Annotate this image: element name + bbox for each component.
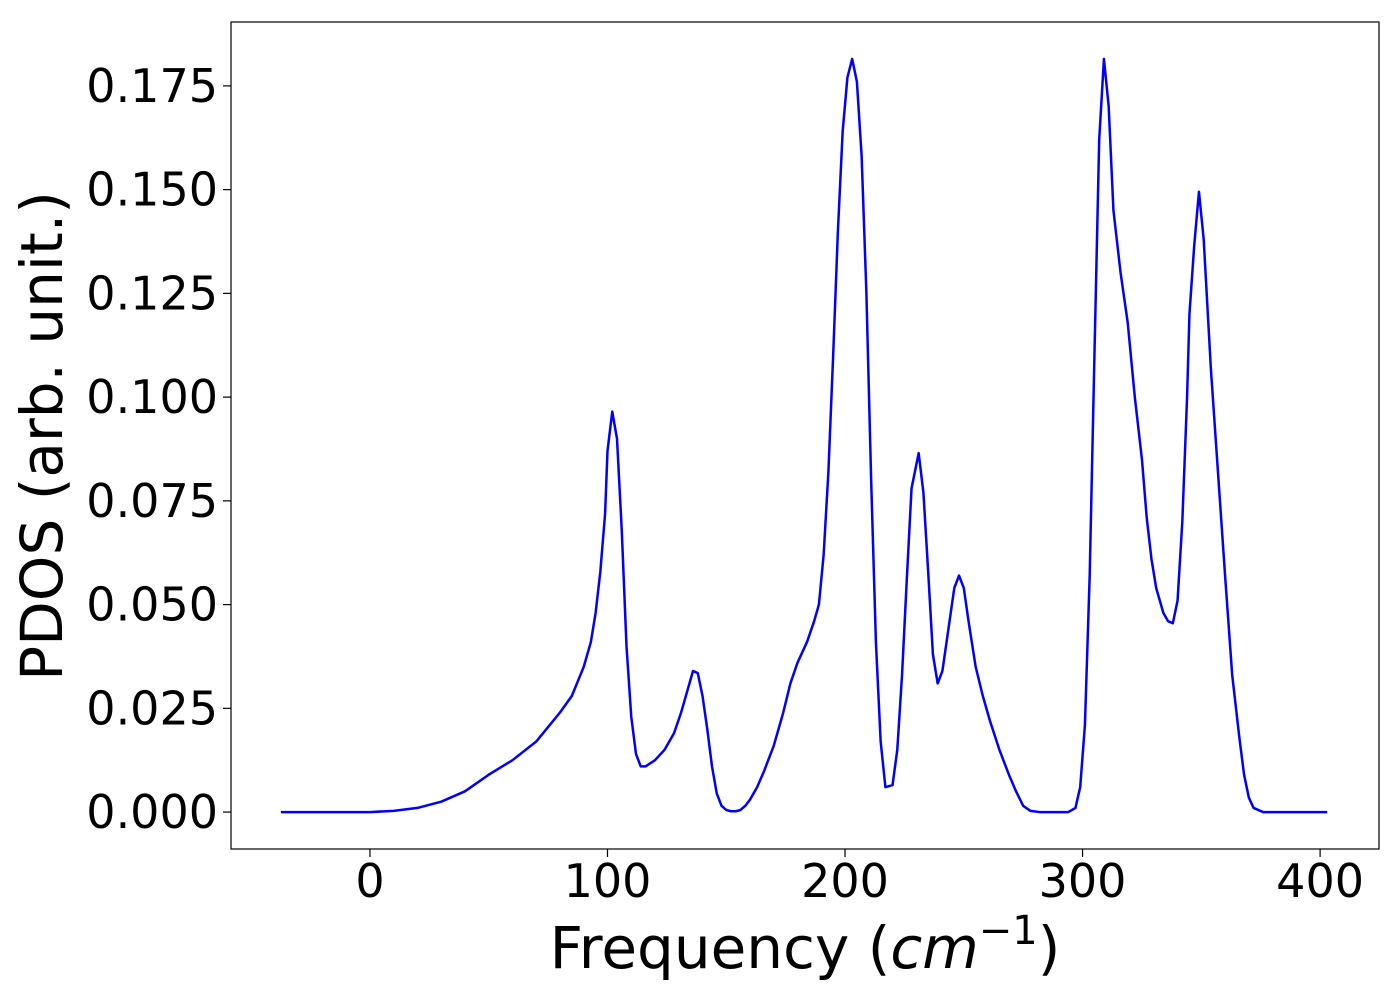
- y-tick-label: 0.125: [86, 266, 218, 320]
- x-axis-label: Frequency (cm−1): [550, 908, 1061, 982]
- x-label-unit: cm: [890, 914, 978, 982]
- y-tick-label: 0.025: [86, 681, 218, 735]
- x-label-close: ): [1038, 914, 1061, 982]
- y-tick-label: 0.150: [86, 163, 218, 217]
- y-tick-label: 0.175: [86, 59, 218, 113]
- x-label-text: Frequency (: [550, 914, 891, 982]
- x-tick-label: 300: [1039, 854, 1127, 908]
- y-tick-label: 0.100: [86, 370, 218, 424]
- y-tick-label: 0.050: [86, 578, 218, 632]
- y-tick-label: 0.000: [86, 785, 218, 839]
- x-tick-label: 400: [1276, 854, 1364, 908]
- y-tick-label: 0.075: [86, 474, 218, 528]
- plot-frame: [230, 21, 1380, 850]
- x-tick-label: 100: [564, 854, 652, 908]
- x-tick-label: 200: [801, 854, 889, 908]
- x-label-exponent: −1: [979, 908, 1038, 954]
- pdos-line: [280, 57, 1328, 814]
- y-axis-label: PDOS (arb. unit.): [8, 191, 76, 681]
- x-tick-label: 0: [355, 854, 384, 908]
